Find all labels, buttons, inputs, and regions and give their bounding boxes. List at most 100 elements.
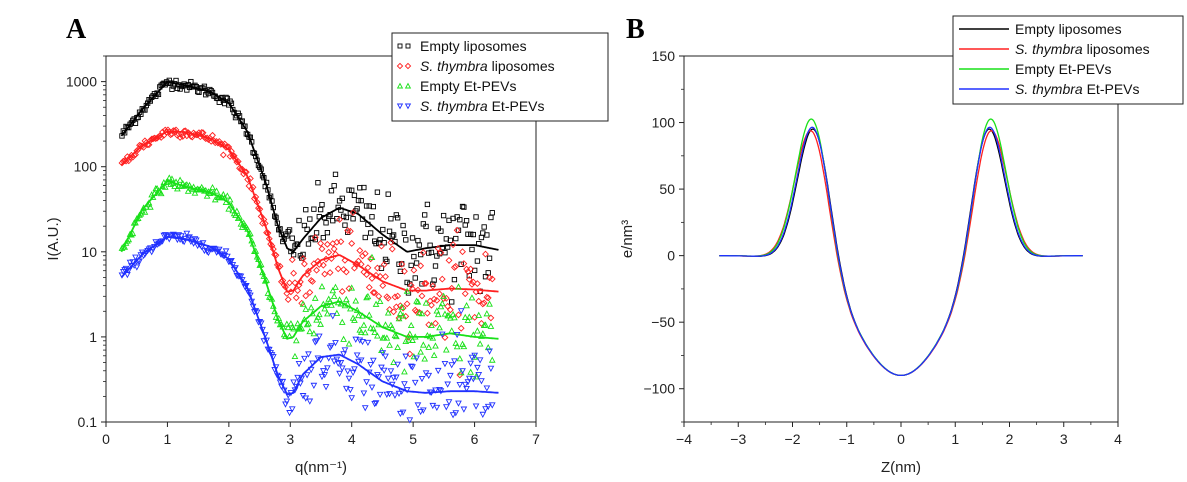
data-point-a-3 (322, 384, 330, 391)
data-point-a-0 (223, 94, 229, 101)
data-point-a-0 (309, 235, 316, 241)
data-point-a-2 (340, 335, 347, 342)
data-point-a-3 (482, 406, 489, 413)
data-point-a-0 (224, 95, 231, 102)
data-point-a-1 (326, 269, 334, 277)
data-point-a-1 (294, 287, 302, 294)
data-point-a-3 (463, 386, 470, 393)
data-point-a-3 (191, 236, 199, 243)
data-point-a-1 (475, 297, 483, 305)
data-point-a-1 (400, 267, 408, 275)
x-tick-label-a: 0 (102, 431, 110, 447)
data-point-a-2 (306, 327, 314, 335)
data-point-a-3 (372, 400, 380, 407)
panel-b: B −4 −3 −2 −1 0 1 2 3 4 −100 −50 0 50 100 150 Z(nm) e/nm… (619, 14, 1184, 476)
data-point-a-2 (424, 331, 431, 339)
data-point-a-1 (284, 296, 292, 303)
data-point-a-2 (464, 316, 472, 324)
data-point-a-0 (346, 187, 352, 193)
data-point-a-3 (338, 365, 346, 372)
data-point-a-0 (367, 230, 374, 236)
data-point-a-3 (444, 381, 452, 388)
data-point-a-2 (421, 355, 429, 362)
data-point-a-3 (344, 368, 352, 375)
data-point-a-2 (442, 346, 450, 353)
data-point-a-3 (418, 375, 426, 383)
data-point-a-2 (184, 187, 192, 194)
data-point-a-0 (432, 263, 439, 269)
data-point-a-1 (457, 324, 465, 332)
data-point-a-0 (289, 235, 295, 241)
data-point-a-1 (263, 229, 271, 237)
axes-frame-b (683, 55, 1119, 423)
data-point-a-2 (488, 356, 496, 363)
legend-label-italic-a-3: S. thymbra (420, 98, 488, 114)
x-tick-label-b: −1 (839, 431, 855, 447)
panel-a: A 0 1 2 3 4 5 6 7 0.1 1 10 100 1000 q(nm⁻¹) I(A.U.) Em… (45, 14, 609, 476)
data-point-a-3 (342, 385, 350, 393)
data-point-a-1 (407, 281, 415, 289)
y-tick-label-b: −100 (643, 381, 675, 397)
data-point-a-3 (183, 230, 191, 237)
data-point-a-1 (282, 283, 289, 291)
data-point-a-1 (452, 262, 460, 270)
data-point-a-2 (313, 316, 320, 323)
data-point-a-0 (301, 222, 308, 229)
data-point-a-3 (295, 360, 303, 368)
panel-a-legend: Empty liposomes S. thymbra liposomes Empty… (391, 32, 609, 122)
legend-label-rest-b-0: Empty liposomes (1015, 21, 1122, 37)
data-point-a-1 (325, 248, 333, 256)
data-point-a-2 (394, 343, 402, 351)
data-point-a-3 (379, 350, 387, 357)
legend-label-a-0: Empty liposomes (420, 38, 527, 54)
data-point-a-1 (378, 242, 385, 250)
data-point-a-0 (201, 83, 208, 89)
data-point-a-0 (300, 251, 306, 258)
data-point-a-1 (172, 126, 180, 134)
data-point-a-2 (455, 283, 462, 290)
data-point-a-2 (141, 208, 149, 215)
data-point-a-1 (323, 240, 331, 248)
data-point-a-0 (409, 235, 416, 241)
data-point-a-0 (440, 212, 447, 219)
data-point-a-3 (288, 406, 296, 413)
data-point-a-0 (377, 236, 383, 243)
data-point-a-3 (369, 357, 377, 364)
data-point-a-2 (368, 253, 376, 260)
data-point-a-3 (411, 379, 419, 387)
data-point-a-2 (310, 330, 318, 337)
data-point-a-2 (374, 332, 381, 339)
y-tick-label-a: 100 (74, 159, 98, 175)
y-tick-label-a: 1 (89, 329, 97, 345)
fit-line-a-3 (120, 235, 499, 396)
data-point-a-0 (463, 218, 470, 224)
data-point-a-3 (172, 233, 180, 240)
data-point-a-3 (306, 398, 314, 405)
x-axis-label-a: q(nm⁻¹) (295, 459, 347, 476)
data-point-a-1 (437, 249, 445, 257)
y-tick-label-b: 150 (652, 48, 676, 64)
data-point-a-0 (317, 206, 324, 213)
data-point-a-2 (351, 316, 358, 323)
data-point-a-2 (305, 320, 312, 327)
data-point-a-3 (357, 357, 365, 364)
data-point-a-1 (445, 256, 453, 264)
data-point-a-1 (244, 176, 252, 183)
x-tick-label-a: 4 (348, 431, 356, 447)
data-point-a-2 (398, 303, 406, 310)
data-point-a-3 (294, 374, 302, 382)
data-point-a-3 (275, 374, 283, 381)
y-axis-label-a: I(A.U.) (45, 217, 62, 260)
data-point-a-1 (276, 262, 284, 270)
data-point-a-2 (438, 299, 446, 307)
data-point-a-3 (215, 246, 223, 253)
data-point-a-3 (319, 368, 327, 375)
legend-marker-a-0 (397, 43, 403, 49)
data-point-a-2 (402, 337, 410, 344)
data-point-a-0 (412, 275, 418, 281)
data-point-a-1 (384, 294, 392, 302)
data-point-a-3 (136, 258, 143, 265)
data-point-a-1 (350, 264, 358, 272)
legend-label-a-1: S. thymbra liposomes (420, 58, 555, 74)
legend-label-a-3: S. thymbra Et-PEVs (420, 98, 545, 114)
